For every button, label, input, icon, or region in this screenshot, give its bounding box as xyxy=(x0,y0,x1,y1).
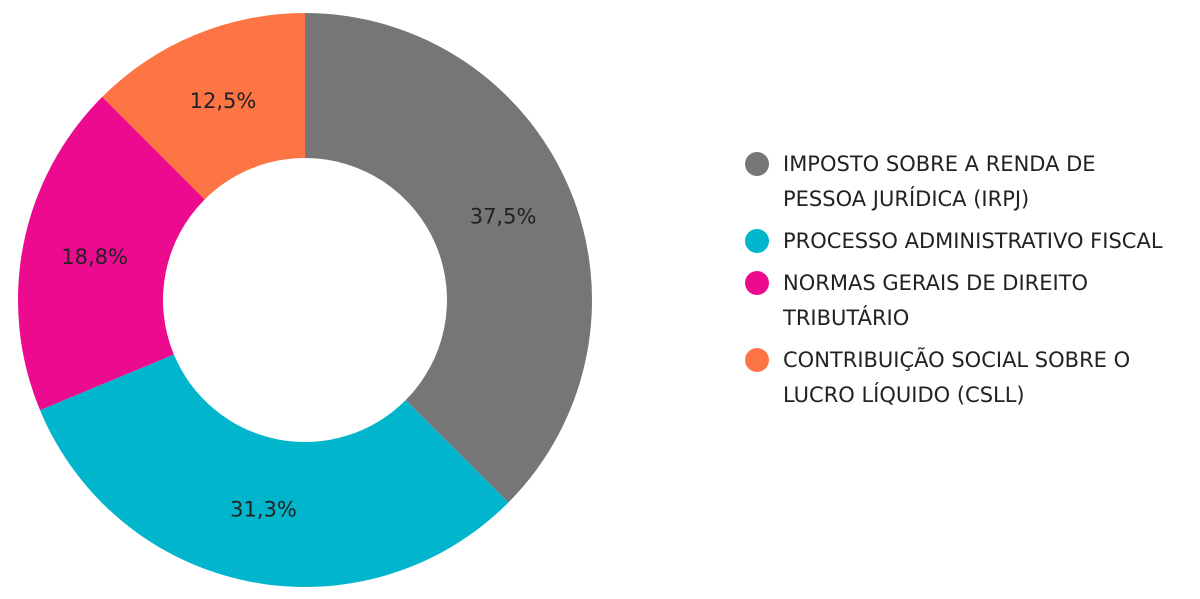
donut-slice xyxy=(305,13,592,503)
legend: IMPOSTO SOBRE A RENDA DE PESSOA JURÍDICA… xyxy=(745,147,1185,420)
legend-label: PROCESSO ADMINISTRATIVO FISCAL xyxy=(783,229,1163,253)
chart: 37,5% 31,3% 18,8% 12,5% xyxy=(17,13,592,587)
legend-label: CONTRIBUIÇÃO SOCIAL SOBRE O LUCRO LÍQUID… xyxy=(783,348,1131,407)
legend-swatch xyxy=(745,152,769,176)
legend-item: CONTRIBUIÇÃO SOCIAL SOBRE O LUCRO LÍQUID… xyxy=(745,343,1185,413)
data-label: 12,5% xyxy=(190,89,257,113)
legend-swatch xyxy=(745,229,769,253)
legend-swatch xyxy=(745,348,769,372)
legend-item: PROCESSO ADMINISTRATIVO FISCAL xyxy=(745,224,1185,259)
donut-slice xyxy=(102,13,306,200)
legend-label: NORMAS GERAIS DE DIREITO TRIBUTÁRIO xyxy=(783,271,1089,330)
data-label: 37,5% xyxy=(470,205,537,229)
data-label: 18,8% xyxy=(61,245,128,269)
data-label: 31,3% xyxy=(230,497,297,521)
donut-slice xyxy=(39,354,509,587)
donut-slice xyxy=(17,96,205,411)
legend-item: NORMAS GERAIS DE DIREITO TRIBUTÁRIO xyxy=(745,266,1185,336)
legend-label: IMPOSTO SOBRE A RENDA DE PESSOA JURÍDICA… xyxy=(783,152,1096,211)
legend-swatch xyxy=(745,271,769,295)
legend-item: IMPOSTO SOBRE A RENDA DE PESSOA JURÍDICA… xyxy=(745,147,1185,217)
